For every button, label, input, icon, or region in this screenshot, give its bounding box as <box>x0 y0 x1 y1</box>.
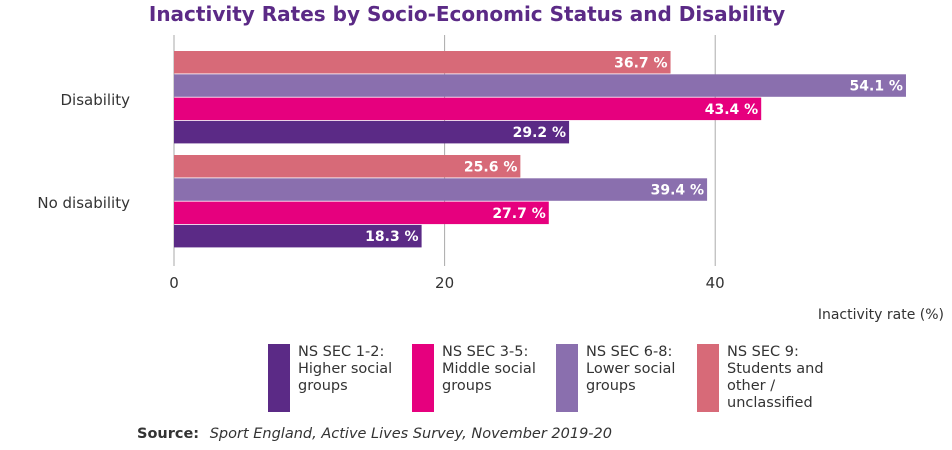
legend-item: NS SEC 9: Students and other / unclassif… <box>697 344 839 412</box>
bar <box>174 178 708 201</box>
x-axis-label: Inactivity rate (%) <box>818 307 944 323</box>
bar <box>174 97 762 121</box>
source-note: Source: Sport England, Active Lives Surv… <box>137 426 612 442</box>
data-label: 43.4 % <box>705 102 758 118</box>
source-label: Source: <box>137 426 200 442</box>
bar <box>174 51 671 74</box>
legend-swatch <box>697 344 719 412</box>
legend-label: NS SEC 3-5: Middle social groups <box>442 344 536 394</box>
bar <box>174 155 521 178</box>
bar <box>174 224 422 248</box>
bar <box>174 74 906 97</box>
legend-label: NS SEC 9: Students and other / unclassif… <box>727 344 824 411</box>
legend-label: NS SEC 6-8: Lower social groups <box>586 344 676 394</box>
data-label: 29.2 % <box>513 125 566 141</box>
legend-item: NS SEC 1-2: Higher social groups <box>268 344 410 412</box>
legend-swatch <box>268 344 290 412</box>
legend-label: NS SEC 1-2: Higher social groups <box>298 344 393 394</box>
data-label: 27.7 % <box>492 206 545 222</box>
legend-swatch <box>556 344 578 412</box>
data-label: 18.3 % <box>365 229 418 245</box>
source-text: Sport England, Active Lives Survey, Nove… <box>209 426 612 442</box>
x-tick-label: 0 <box>169 274 179 292</box>
category-label: No disability <box>37 194 130 212</box>
data-label: 39.4 % <box>651 183 704 199</box>
category-label: Disability <box>60 91 130 109</box>
data-label: 54.1 % <box>850 79 903 95</box>
bar <box>174 201 549 225</box>
bar <box>174 120 570 144</box>
data-label: 36.7 % <box>614 55 667 71</box>
legend-item: NS SEC 3-5: Middle social groups <box>412 344 554 412</box>
data-label: 25.6 % <box>464 159 517 175</box>
legend-item: NS SEC 6-8: Lower social groups <box>556 344 698 412</box>
x-tick-label: 40 <box>706 274 725 292</box>
legend-swatch <box>412 344 434 412</box>
x-tick-label: 20 <box>435 274 454 292</box>
chart-title: Inactivity Rates by Socio-Economic Statu… <box>149 2 785 26</box>
chart-plot: Inactivity Rates by Socio-Economic Statu… <box>37 2 944 323</box>
